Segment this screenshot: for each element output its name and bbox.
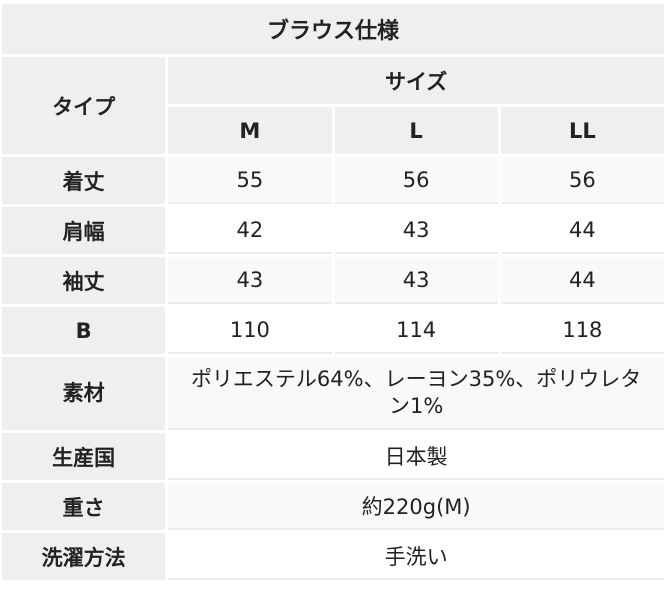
row-label: 着丈 bbox=[2, 157, 166, 204]
row-label: 袖丈 bbox=[2, 257, 166, 304]
table-row: 洗濯方法 手洗い bbox=[2, 533, 664, 580]
cell: 114 bbox=[334, 307, 498, 354]
row-label: 生産国 bbox=[2, 433, 166, 480]
table-title: ブラウス仕様 bbox=[2, 4, 664, 54]
cell: 56 bbox=[500, 157, 664, 204]
table-row: 着丈 55 56 56 bbox=[2, 157, 664, 204]
weight-cell: 約220g(M) bbox=[168, 483, 664, 530]
cell: 44 bbox=[500, 207, 664, 254]
table-row: B 110 114 118 bbox=[2, 307, 664, 354]
spec-table: ブラウス仕様 タイプ サイズ M L LL 着丈 55 56 56 肩幅 42 … bbox=[0, 1, 666, 583]
table-row: 素材 ポリエステル64%、レーヨン35%、ポリウレタン1% bbox=[2, 357, 664, 430]
type-header: タイプ bbox=[2, 57, 166, 154]
row-label: 肩幅 bbox=[2, 207, 166, 254]
material-cell: ポリエステル64%、レーヨン35%、ポリウレタン1% bbox=[168, 357, 664, 430]
row-label: 洗濯方法 bbox=[2, 533, 166, 580]
cell: 55 bbox=[168, 157, 332, 204]
cell: 42 bbox=[168, 207, 332, 254]
table-row: 袖丈 43 43 44 bbox=[2, 257, 664, 304]
row-label: 重さ bbox=[2, 483, 166, 530]
cell: 56 bbox=[334, 157, 498, 204]
cell: 118 bbox=[500, 307, 664, 354]
row-label: B bbox=[2, 307, 166, 354]
washing-cell: 手洗い bbox=[168, 533, 664, 580]
cell: 43 bbox=[168, 257, 332, 304]
table-row: 生産国 日本製 bbox=[2, 433, 664, 480]
cell: 110 bbox=[168, 307, 332, 354]
size-m-header: M bbox=[168, 107, 332, 154]
cell: 44 bbox=[500, 257, 664, 304]
cell: 43 bbox=[334, 257, 498, 304]
table-row: 肩幅 42 43 44 bbox=[2, 207, 664, 254]
table-row: 重さ 約220g(M) bbox=[2, 483, 664, 530]
origin-cell: 日本製 bbox=[168, 433, 664, 480]
size-header: サイズ bbox=[168, 57, 664, 104]
size-l-header: L bbox=[334, 107, 498, 154]
row-label: 素材 bbox=[2, 357, 166, 430]
size-ll-header: LL bbox=[500, 107, 664, 154]
cell: 43 bbox=[334, 207, 498, 254]
